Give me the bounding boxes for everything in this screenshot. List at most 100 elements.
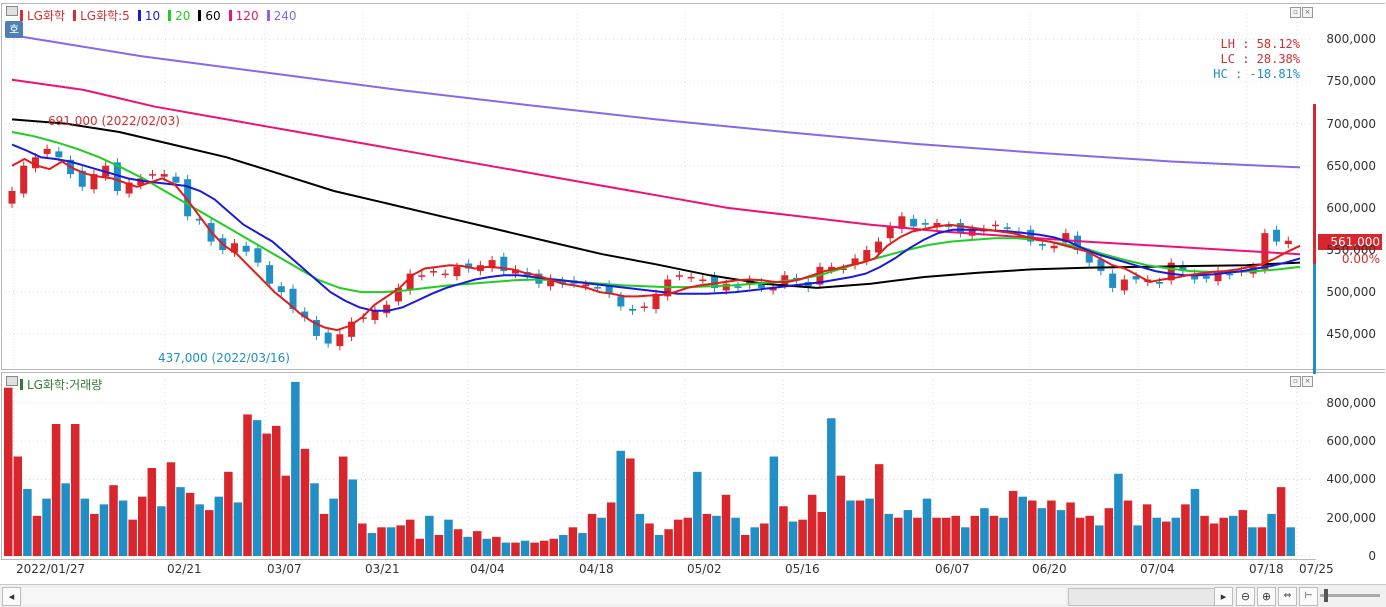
- candle-body: [734, 286, 742, 288]
- candle-body: [394, 287, 402, 302]
- volume-panel-restore-icon[interactable]: ▫: [1290, 376, 1301, 387]
- volume-bar: [941, 517, 951, 556]
- volume-bar: [1248, 527, 1257, 556]
- candle-body: [968, 228, 976, 236]
- date-axis-tick: 07/04: [1140, 562, 1175, 576]
- price-panel-close-icon[interactable]: ×: [1302, 7, 1313, 18]
- fit-icon[interactable]: ⊢: [1299, 587, 1318, 606]
- candle-body: [992, 224, 1000, 227]
- volume-bar: [1037, 508, 1047, 556]
- price-panel-restore-icon[interactable]: ▫: [1290, 7, 1301, 18]
- legend-series-ma240[interactable]: 240: [273, 8, 297, 23]
- volume-bar: [109, 485, 118, 556]
- volume-bar: [42, 498, 51, 556]
- price-axis-panel: [1315, 3, 1385, 370]
- volume-bar: [405, 519, 415, 556]
- candle-body: [1284, 240, 1292, 245]
- legend-series-ma20[interactable]: 20: [175, 8, 191, 23]
- volume-bar: [252, 420, 262, 556]
- candle-body: [184, 179, 192, 217]
- legend-series-ma10[interactable]: 10: [144, 8, 161, 23]
- volume-bar: [970, 515, 980, 556]
- legend-series-ma5[interactable]: LG화학:5: [80, 9, 130, 23]
- volume-bar: [319, 513, 329, 556]
- volume-legend-mark: [20, 379, 23, 390]
- volume-panel-menu-icon[interactable]: [6, 376, 18, 386]
- candle-body: [1097, 259, 1105, 272]
- volume-bar: [463, 536, 472, 556]
- candle-body: [465, 263, 473, 269]
- ma10-line: [11, 143, 1301, 312]
- volume-bar: [597, 517, 606, 556]
- volume-bar: [1056, 510, 1066, 556]
- volume-bar: [99, 504, 109, 556]
- candle-body: [149, 174, 157, 176]
- legend-series-ma120[interactable]: 120: [235, 8, 259, 23]
- candle-body: [617, 296, 625, 307]
- volume-bar: [894, 517, 903, 556]
- ma5-line: [11, 157, 1301, 332]
- volume-bar: [501, 542, 511, 556]
- horizontal-scrollbar[interactable]: ◂ ▸ ⊖ ⊕ ⇔ ⊢: [0, 584, 1386, 607]
- candle-body: [839, 268, 847, 271]
- scroll-right-icon[interactable]: ▸: [1214, 587, 1233, 606]
- zoom-out-icon[interactable]: ⊖: [1236, 587, 1255, 606]
- candle-body: [1226, 273, 1234, 276]
- legend-series-ma60[interactable]: 60: [205, 8, 221, 23]
- legend-series-price[interactable]: LG화학: [27, 9, 66, 23]
- legend-mark-ma60: [198, 10, 202, 21]
- volume-bar: [492, 536, 501, 556]
- volume-bar: [1114, 473, 1123, 556]
- volume-axis-tick: 0: [1368, 549, 1376, 563]
- volume-bar: [185, 492, 195, 556]
- candle-body: [55, 151, 63, 158]
- volume-bar: [693, 471, 702, 556]
- volume-bar: [23, 489, 32, 556]
- scale-slider-handle[interactable]: [1324, 589, 1328, 602]
- volume-panel-close-icon[interactable]: ×: [1302, 376, 1313, 387]
- candle-body: [8, 191, 16, 204]
- volume-bar: [999, 517, 1008, 556]
- volume-bar: [233, 502, 243, 556]
- candle-body: [90, 174, 98, 190]
- volume-bar: [444, 519, 453, 556]
- volume-bar: [70, 424, 80, 556]
- date-axis-tick: 05/02: [687, 562, 722, 576]
- scroll-left-icon[interactable]: ◂: [2, 587, 21, 606]
- scale-slider[interactable]: [1320, 594, 1380, 597]
- candle-body: [242, 245, 250, 252]
- candle-body: [301, 311, 309, 318]
- volume-bar: [1047, 500, 1056, 556]
- zoom-in-icon[interactable]: ⊕: [1257, 587, 1276, 606]
- volume-bar: [1190, 489, 1200, 556]
- volume-bar: [606, 502, 616, 556]
- volume-bar: [1219, 517, 1228, 556]
- tab-label[interactable]: 호: [5, 21, 23, 38]
- volume-bar: [1104, 508, 1114, 556]
- bar-width-icon[interactable]: ⇔: [1278, 587, 1297, 606]
- volume-bar: [587, 513, 597, 556]
- price-axis-tick: 650,000: [1326, 158, 1376, 173]
- scroll-thumb[interactable]: [1068, 588, 1216, 606]
- candle-body: [1214, 271, 1222, 282]
- date-axis-tick: 02/21: [167, 562, 202, 576]
- volume-bar: [750, 527, 759, 556]
- candle-body: [1191, 273, 1199, 280]
- candle-body: [1050, 245, 1058, 249]
- volume-bar: [1066, 502, 1075, 556]
- volume-bar: [855, 500, 865, 556]
- date-axis-tick: 06/07: [935, 562, 970, 576]
- candle-body: [43, 148, 51, 154]
- volume-bar: [51, 424, 61, 556]
- volume-bar: [118, 500, 128, 556]
- volume-bar: [137, 496, 147, 556]
- panel-menu-icon[interactable]: [6, 6, 18, 16]
- volume-legend-label[interactable]: LG화학:거래량: [27, 378, 103, 392]
- candle-body: [910, 218, 918, 227]
- volume-bar: [157, 506, 166, 556]
- scroll-track[interactable]: [22, 588, 1066, 604]
- volume-bar: [367, 533, 377, 556]
- candle-body: [605, 284, 613, 294]
- volume-bar: [434, 534, 444, 556]
- ma240-line: [11, 34, 1301, 169]
